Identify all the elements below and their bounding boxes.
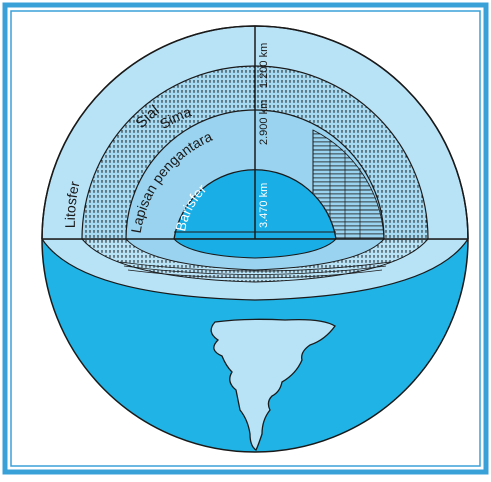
- globe-outline: [41, 25, 469, 453]
- inner-frame: [10, 10, 481, 467]
- label-depth-3470: 3.470 km: [258, 183, 270, 228]
- landmass: [210, 318, 336, 451]
- label-litosfer: Litosfer: [62, 179, 83, 228]
- label-depth-2900: 2.900 km: [258, 100, 270, 145]
- hatched-section: [312, 129, 385, 239]
- label-depth-1200: 1.200 km: [258, 43, 270, 88]
